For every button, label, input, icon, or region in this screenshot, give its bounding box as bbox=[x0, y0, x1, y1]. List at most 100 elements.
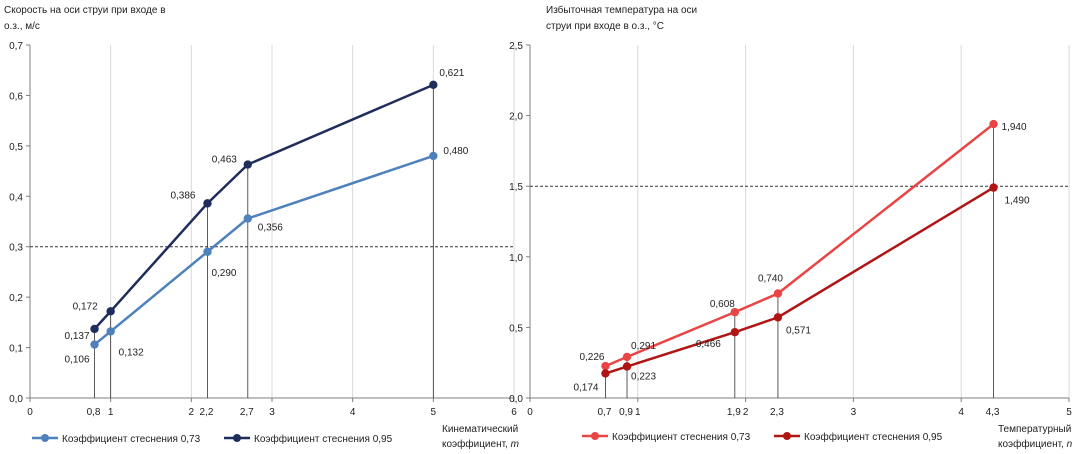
x-special-tick-label: 1,9 bbox=[727, 407, 741, 418]
data-point bbox=[601, 361, 610, 371]
x-axis-title-text: коэффициент, bbox=[998, 438, 1067, 450]
data-point bbox=[429, 80, 438, 90]
y-tick-label: 1,5 bbox=[509, 182, 523, 193]
x-axis-title-text: коэффициент, bbox=[442, 438, 511, 450]
series-line bbox=[93, 83, 434, 330]
data-label: 0,137 bbox=[65, 331, 90, 342]
x-tick-label: 1 bbox=[108, 407, 114, 418]
data-label: 0,621 bbox=[439, 68, 464, 79]
x-tick-label: 5 bbox=[431, 407, 437, 418]
legend-label: Коэффициент стеснения 0,73 bbox=[62, 433, 201, 445]
x-tick-label: 3 bbox=[269, 407, 275, 418]
data-label: 0,466 bbox=[696, 339, 721, 350]
data-label: 0,223 bbox=[631, 372, 656, 383]
x-tick-label: 4 bbox=[350, 407, 356, 418]
data-point bbox=[106, 307, 115, 316]
x-tick-label: 5 bbox=[1066, 407, 1072, 418]
y-tick-label: 0,0 bbox=[509, 394, 523, 405]
data-label: 0,356 bbox=[258, 222, 283, 233]
legend-marker bbox=[783, 432, 791, 440]
legend-label: Коэффициент стеснения 0,73 bbox=[612, 431, 751, 443]
x-axis-title-line2: коэффициент, n bbox=[998, 438, 1073, 450]
data-point bbox=[243, 214, 252, 223]
data-label: 1,940 bbox=[1002, 122, 1027, 133]
legend-marker bbox=[41, 434, 49, 442]
y-tick-label: 0,7 bbox=[9, 41, 23, 52]
x-axis-title-symbol: n bbox=[1067, 439, 1073, 450]
y-tick-label: 1,0 bbox=[509, 253, 523, 264]
data-label: 0,172 bbox=[73, 301, 98, 312]
chart-2: 0,0 0,5 1,0 1,5 2,0 2,5 0 1 2 3 4 5 0,7 0,9 1,9 2,3 4,3 0… bbox=[509, 4, 1073, 450]
data-label: 0,291 bbox=[631, 341, 656, 352]
data-point bbox=[90, 324, 99, 334]
data-label: 0,608 bbox=[710, 299, 735, 310]
x-special-tick-label: 0,8 bbox=[87, 407, 101, 418]
y-tick-label: 0,1 bbox=[9, 344, 23, 355]
x-tick-label: 6 bbox=[511, 407, 517, 418]
y-tick-label: 0,6 bbox=[9, 91, 23, 102]
data-point bbox=[106, 327, 115, 336]
series-line bbox=[93, 154, 434, 346]
legend-marker bbox=[591, 432, 599, 440]
legend-label: Коэффициент стеснения 0,95 bbox=[254, 433, 393, 445]
data-point bbox=[622, 352, 632, 362]
series-2: 0,174 0,223 0,466 0,571 1,490 bbox=[573, 183, 1030, 393]
x-axis-title-symbol: m bbox=[511, 439, 519, 450]
data-point bbox=[203, 247, 212, 256]
data-point bbox=[243, 160, 252, 169]
data-label: 0,740 bbox=[758, 274, 783, 285]
x-special-tick-label: 2,2 bbox=[200, 407, 214, 418]
y-tick-label: 0,2 bbox=[9, 293, 23, 304]
y-tick-label: 0,3 bbox=[9, 243, 23, 254]
x-tick-label: 2 bbox=[743, 407, 749, 418]
y-tick-label: 0,5 bbox=[9, 142, 23, 153]
data-point bbox=[773, 289, 783, 298]
x-special-tick-label: 2,7 bbox=[240, 407, 254, 418]
x-tick-label: 1 bbox=[635, 407, 641, 418]
data-point bbox=[622, 362, 632, 371]
data-label: 0,106 bbox=[65, 355, 90, 366]
y-tick-label: 0,5 bbox=[509, 323, 523, 334]
data-point bbox=[989, 183, 998, 192]
data-label: 0,480 bbox=[443, 146, 468, 157]
data-label: 0,571 bbox=[786, 325, 811, 336]
data-point bbox=[989, 119, 998, 129]
data-point bbox=[90, 340, 99, 349]
data-label: 0,174 bbox=[573, 382, 598, 393]
data-label: 1,490 bbox=[1005, 196, 1030, 207]
series-1: 0,226 0,291 0,608 0,740 1,940 bbox=[579, 119, 1027, 371]
y-axis-title: о.з., м/с bbox=[4, 21, 40, 32]
data-label: 0,386 bbox=[170, 190, 195, 201]
y-axis-title: струи при входе в о.з., °С bbox=[546, 21, 664, 32]
data-point bbox=[429, 151, 438, 161]
x-tick-label: 0 bbox=[527, 407, 533, 418]
x-tick-label: 3 bbox=[851, 407, 857, 418]
x-axis-title: Кинематический bbox=[442, 424, 518, 435]
x-special-tick-label: 0,9 bbox=[619, 407, 633, 418]
y-tick-label: 0,4 bbox=[9, 192, 23, 203]
chart-1: 0,0 0,1 0,2 0,3 0,4 0,5 0,6 0,7 0 1 2 3 4 5 6 0,8 2,2 2,7… bbox=[4, 5, 519, 450]
legend-marker bbox=[233, 434, 241, 442]
x-tick-label: 0 bbox=[27, 407, 33, 418]
series-2: 0,137 0,172 0,386 0,463 0,621 bbox=[65, 68, 465, 342]
data-label: 0,132 bbox=[119, 347, 144, 358]
y-axis-title: Скорость на оси струи при входе в bbox=[4, 5, 166, 16]
data-point bbox=[730, 328, 740, 337]
data-point bbox=[203, 199, 212, 208]
y-axis-title: Избыточная температура на оси bbox=[546, 4, 697, 16]
y-tick-label: 0,0 bbox=[9, 394, 23, 405]
x-axis-title: Температурный bbox=[998, 424, 1071, 435]
x-tick-label: 2 bbox=[189, 407, 195, 418]
x-axis-title-line2: коэффициент, m bbox=[442, 438, 519, 450]
x-special-tick-label: 2,3 bbox=[770, 407, 784, 418]
data-label: 0,226 bbox=[579, 352, 604, 363]
series-1: 0,106 0,132 0,290 0,356 0,480 bbox=[65, 146, 469, 366]
y-tick-label: 2,5 bbox=[509, 41, 523, 52]
y-tick-label: 2,0 bbox=[509, 112, 523, 123]
series-line bbox=[605, 186, 995, 375]
x-special-tick-label: 0,7 bbox=[598, 407, 612, 418]
x-special-tick-label: 4,3 bbox=[986, 407, 1000, 418]
data-point bbox=[730, 307, 740, 317]
data-point bbox=[773, 313, 783, 322]
